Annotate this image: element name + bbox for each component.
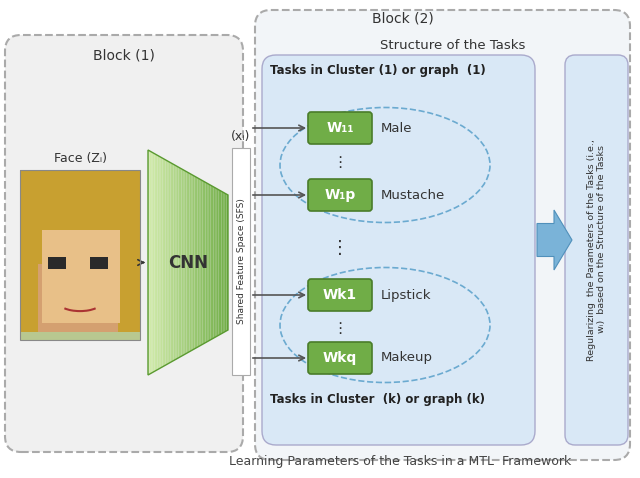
Polygon shape [177, 166, 179, 359]
Polygon shape [185, 171, 186, 354]
Polygon shape [150, 151, 151, 374]
Bar [32, 221, 128, 332]
Bar [118, 221, 140, 332]
Polygon shape [204, 182, 205, 344]
Bar [20, 221, 38, 332]
Polygon shape [220, 191, 221, 335]
Bar [20, 170, 140, 247]
Polygon shape [163, 158, 164, 367]
Text: Wk1: Wk1 [323, 288, 357, 302]
Polygon shape [156, 154, 157, 370]
Polygon shape [151, 152, 153, 373]
Text: CNN: CNN [168, 253, 208, 272]
Polygon shape [195, 176, 196, 349]
Text: Face (Zᵢ): Face (Zᵢ) [54, 152, 106, 164]
FancyBboxPatch shape [308, 179, 372, 211]
Polygon shape [198, 178, 199, 347]
Text: Male: Male [381, 121, 413, 134]
Text: Learning Parameters of the Tasks in a MTL  Framework: Learning Parameters of the Tasks in a MT… [229, 456, 571, 468]
Text: ⋮: ⋮ [332, 154, 348, 170]
Bar [42, 229, 120, 323]
Bar [20, 170, 140, 263]
Text: Makeup: Makeup [381, 351, 433, 365]
Text: Block (2): Block (2) [372, 11, 433, 25]
Text: Wkq: Wkq [323, 351, 357, 365]
Text: ⋮: ⋮ [332, 321, 348, 336]
Polygon shape [218, 190, 220, 336]
Text: Regularizing  the Parameters of the Tasks (i.e.,
       wᵢ)  based on the Struct: Regularizing the Parameters of the Tasks… [587, 139, 606, 361]
FancyBboxPatch shape [262, 55, 535, 445]
Polygon shape [186, 172, 188, 353]
Polygon shape [154, 153, 156, 371]
Polygon shape [170, 163, 172, 362]
Polygon shape [193, 175, 195, 350]
Polygon shape [227, 194, 228, 331]
Polygon shape [159, 156, 161, 369]
Polygon shape [214, 187, 215, 338]
Polygon shape [212, 186, 214, 339]
Text: Lipstick: Lipstick [381, 289, 431, 302]
Polygon shape [173, 164, 175, 360]
Polygon shape [201, 180, 202, 345]
Polygon shape [191, 174, 193, 351]
Text: W₁₁: W₁₁ [326, 121, 354, 135]
Polygon shape [172, 163, 173, 361]
Bar [47, 257, 65, 269]
Text: Tasks in Cluster (1) or graph  (1): Tasks in Cluster (1) or graph (1) [270, 64, 486, 76]
Polygon shape [221, 191, 223, 334]
Polygon shape [209, 184, 211, 341]
Bar [20, 170, 140, 340]
FancyArrow shape [537, 210, 572, 270]
Polygon shape [205, 183, 207, 343]
Text: Structure of the Tasks: Structure of the Tasks [380, 39, 525, 52]
Polygon shape [148, 150, 150, 375]
Polygon shape [225, 193, 227, 332]
Polygon shape [217, 189, 218, 337]
FancyBboxPatch shape [308, 112, 372, 144]
FancyBboxPatch shape [308, 342, 372, 374]
Polygon shape [169, 162, 170, 363]
FancyBboxPatch shape [308, 279, 372, 311]
Polygon shape [175, 165, 177, 360]
Polygon shape [161, 157, 163, 368]
Polygon shape [223, 192, 225, 333]
FancyBboxPatch shape [5, 35, 243, 452]
Text: Mustache: Mustache [381, 188, 445, 202]
Polygon shape [179, 167, 180, 358]
Polygon shape [157, 155, 159, 369]
Text: ⋮: ⋮ [331, 239, 349, 257]
Polygon shape [202, 181, 204, 345]
Polygon shape [180, 168, 182, 357]
Bar [90, 257, 108, 269]
Polygon shape [166, 160, 167, 365]
Polygon shape [153, 152, 154, 372]
Bar [20, 170, 140, 340]
Text: Block (1): Block (1) [93, 48, 155, 62]
Text: W₁p: W₁p [324, 188, 356, 202]
Polygon shape [211, 185, 212, 340]
Polygon shape [164, 159, 166, 366]
FancyBboxPatch shape [255, 10, 630, 460]
Text: Tasks in Cluster  (k) or graph (k): Tasks in Cluster (k) or graph (k) [270, 393, 485, 406]
Polygon shape [215, 188, 217, 337]
Text: (xᵢ): (xᵢ) [231, 130, 251, 142]
Polygon shape [188, 173, 189, 352]
Text: Shared Feature Space (SFS): Shared Feature Space (SFS) [237, 198, 246, 325]
Polygon shape [182, 169, 183, 356]
Polygon shape [207, 183, 209, 342]
Polygon shape [196, 177, 198, 348]
Bar [232, 148, 250, 375]
Polygon shape [199, 179, 201, 346]
Polygon shape [167, 161, 169, 364]
Polygon shape [183, 170, 185, 355]
FancyBboxPatch shape [565, 55, 628, 445]
Polygon shape [189, 174, 191, 352]
